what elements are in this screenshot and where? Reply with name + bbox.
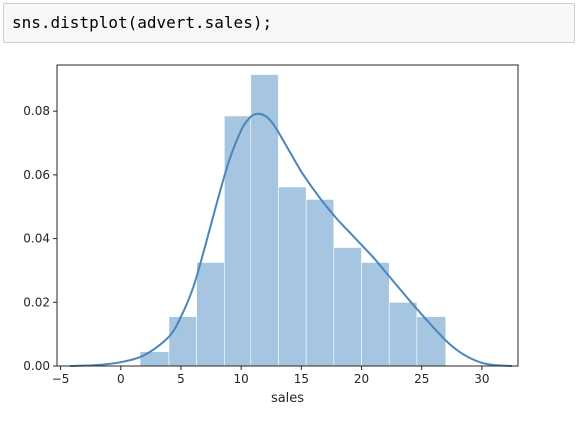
- axes-frame: [56, 64, 519, 367]
- x-tick-label: 5: [177, 372, 185, 386]
- x-axis-label: sales: [271, 391, 304, 406]
- histogram-bar: [278, 186, 307, 367]
- y-tick-label: 0.08: [23, 104, 50, 118]
- histogram-bar: [250, 74, 279, 367]
- y-tick-label: 0.06: [23, 168, 50, 182]
- histogram-bar: [388, 301, 418, 367]
- y-tick-label: 0.00: [23, 359, 50, 373]
- histogram-bar: [361, 262, 390, 367]
- x-axis-ticks: −5 0 5 10 15 20 25 30: [52, 366, 490, 386]
- histogram-bar: [224, 115, 252, 367]
- histogram-bar: [139, 351, 170, 367]
- x-tick-label: 20: [354, 372, 369, 386]
- histogram-bar: [196, 262, 225, 367]
- code-cell[interactable]: sns.distplot(advert.sales);: [3, 3, 575, 43]
- y-tick-label: 0.02: [23, 295, 50, 309]
- x-tick-label: 0: [117, 372, 125, 386]
- x-tick-label: 15: [294, 372, 309, 386]
- histogram-bar: [305, 199, 335, 367]
- distplot-chart: −5 0 5 10 15 20 25 30 0.00 0.02 0.04 0.06 0.08 sale…: [23, 64, 519, 406]
- histogram-bar: [333, 247, 362, 367]
- histogram-bars: [139, 74, 447, 367]
- cell-output: −5 0 5 10 15 20 25 30 0.00 0.02 0.04 0.06 0.08 sale…: [0, 55, 582, 416]
- y-axis-ticks: 0.00 0.02 0.04 0.06 0.08: [23, 104, 57, 373]
- kde-curve: [70, 112, 513, 367]
- x-tick-label: 10: [234, 372, 249, 386]
- x-tick-label: −5: [52, 372, 70, 386]
- code-cell-source[interactable]: sns.distplot(advert.sales);: [12, 13, 273, 32]
- x-tick-label: 25: [414, 372, 429, 386]
- x-tick-label: 30: [474, 372, 489, 386]
- histogram-bar: [168, 316, 197, 367]
- y-tick-label: 0.04: [23, 232, 50, 246]
